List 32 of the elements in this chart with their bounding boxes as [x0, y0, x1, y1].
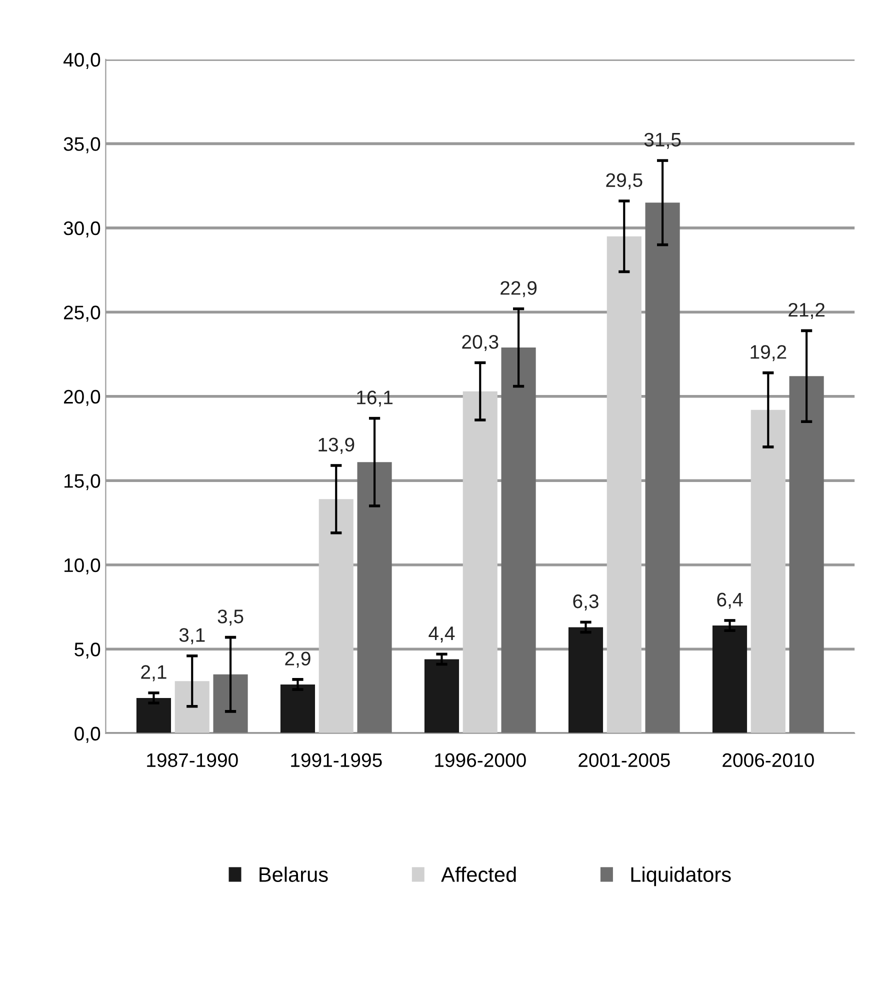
y-tick-label: 10,0	[64, 558, 100, 574]
x-tick-label: 1991-1995	[291, 753, 382, 768]
y-tick-label: 20,0	[64, 390, 100, 406]
data-label: 6,3	[573, 594, 598, 610]
legend-label: Belarus	[260, 866, 328, 882]
data-label: 16,1	[357, 390, 393, 407]
data-label: 21,2	[788, 302, 825, 320]
x-tick-label: 1996-2000	[435, 753, 526, 768]
data-label: 13,9	[318, 438, 354, 454]
data-label: 20,3	[462, 334, 498, 352]
x-tick-label: 2001-2005	[578, 753, 670, 768]
data-label: 3,5	[218, 610, 244, 626]
data-label: 29,5	[606, 173, 642, 190]
y-tick-label: 25,0	[64, 306, 100, 322]
y-tick-label: 40,0	[63, 52, 100, 69]
data-label: 6,4	[717, 592, 743, 609]
legend-label: Affected	[441, 866, 516, 882]
y-tick-label: 5,0	[74, 642, 100, 659]
data-label: 31,5	[644, 132, 681, 149]
x-tick-label: 2006-2010	[722, 753, 814, 768]
data-label: 22,9	[500, 281, 537, 298]
y-tick-label: 15,0	[64, 474, 100, 490]
data-label: 2,1	[141, 665, 166, 682]
y-tick-label: 0,0	[74, 726, 100, 743]
data-label: 4,4	[428, 626, 455, 643]
x-tick-label: 1987-1990	[147, 753, 238, 768]
data-label: 2,9	[285, 652, 310, 668]
y-tick-label: 35,0	[64, 137, 100, 154]
data-label: 3,1	[179, 628, 205, 644]
y-tick-label: 30,0	[64, 221, 100, 238]
data-label: 19,2	[750, 345, 786, 362]
legend-label: Liquidators	[631, 866, 731, 886]
